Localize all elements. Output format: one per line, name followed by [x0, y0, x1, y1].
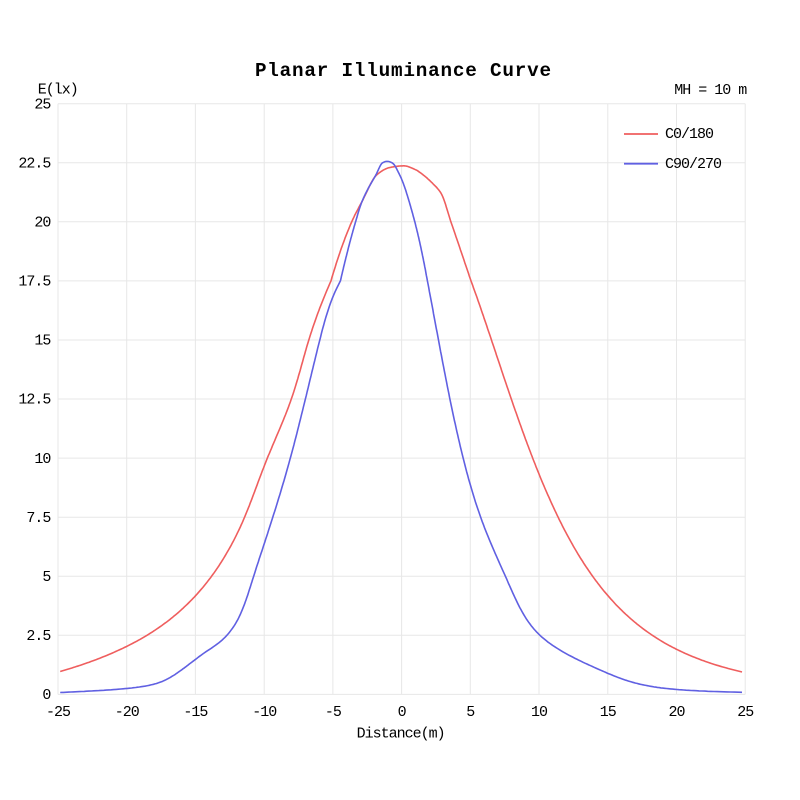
svg-text:-5: -5 [325, 704, 342, 721]
svg-text:-20: -20 [115, 704, 140, 721]
svg-text:25: 25 [737, 704, 754, 721]
svg-text:5: 5 [466, 704, 475, 721]
svg-text:Distance(m): Distance(m) [357, 726, 445, 743]
svg-text:10: 10 [531, 704, 548, 721]
svg-text:12.5: 12.5 [18, 392, 51, 409]
svg-text:22.5: 22.5 [18, 156, 51, 173]
svg-text:25: 25 [34, 96, 51, 113]
svg-text:0: 0 [398, 704, 407, 721]
svg-text:C90/270: C90/270 [665, 156, 722, 173]
svg-text:MH = 10 m: MH = 10 m [674, 82, 747, 99]
svg-text:0: 0 [42, 687, 51, 704]
svg-text:E(lx): E(lx) [38, 81, 78, 98]
svg-text:2.5: 2.5 [26, 628, 51, 645]
svg-text:C0/180: C0/180 [665, 126, 714, 143]
svg-text:5: 5 [42, 569, 51, 586]
svg-text:15: 15 [34, 333, 51, 350]
svg-text:10: 10 [34, 451, 51, 468]
svg-text:20: 20 [34, 215, 51, 232]
svg-text:7.5: 7.5 [26, 510, 51, 527]
svg-text:17.5: 17.5 [18, 274, 51, 291]
svg-text:20: 20 [668, 704, 685, 721]
svg-text:-25: -25 [46, 704, 71, 721]
svg-text:Planar Illuminance Curve: Planar Illuminance Curve [255, 60, 552, 82]
svg-text:-10: -10 [252, 704, 277, 721]
svg-text:15: 15 [600, 704, 617, 721]
svg-text:-15: -15 [183, 704, 208, 721]
